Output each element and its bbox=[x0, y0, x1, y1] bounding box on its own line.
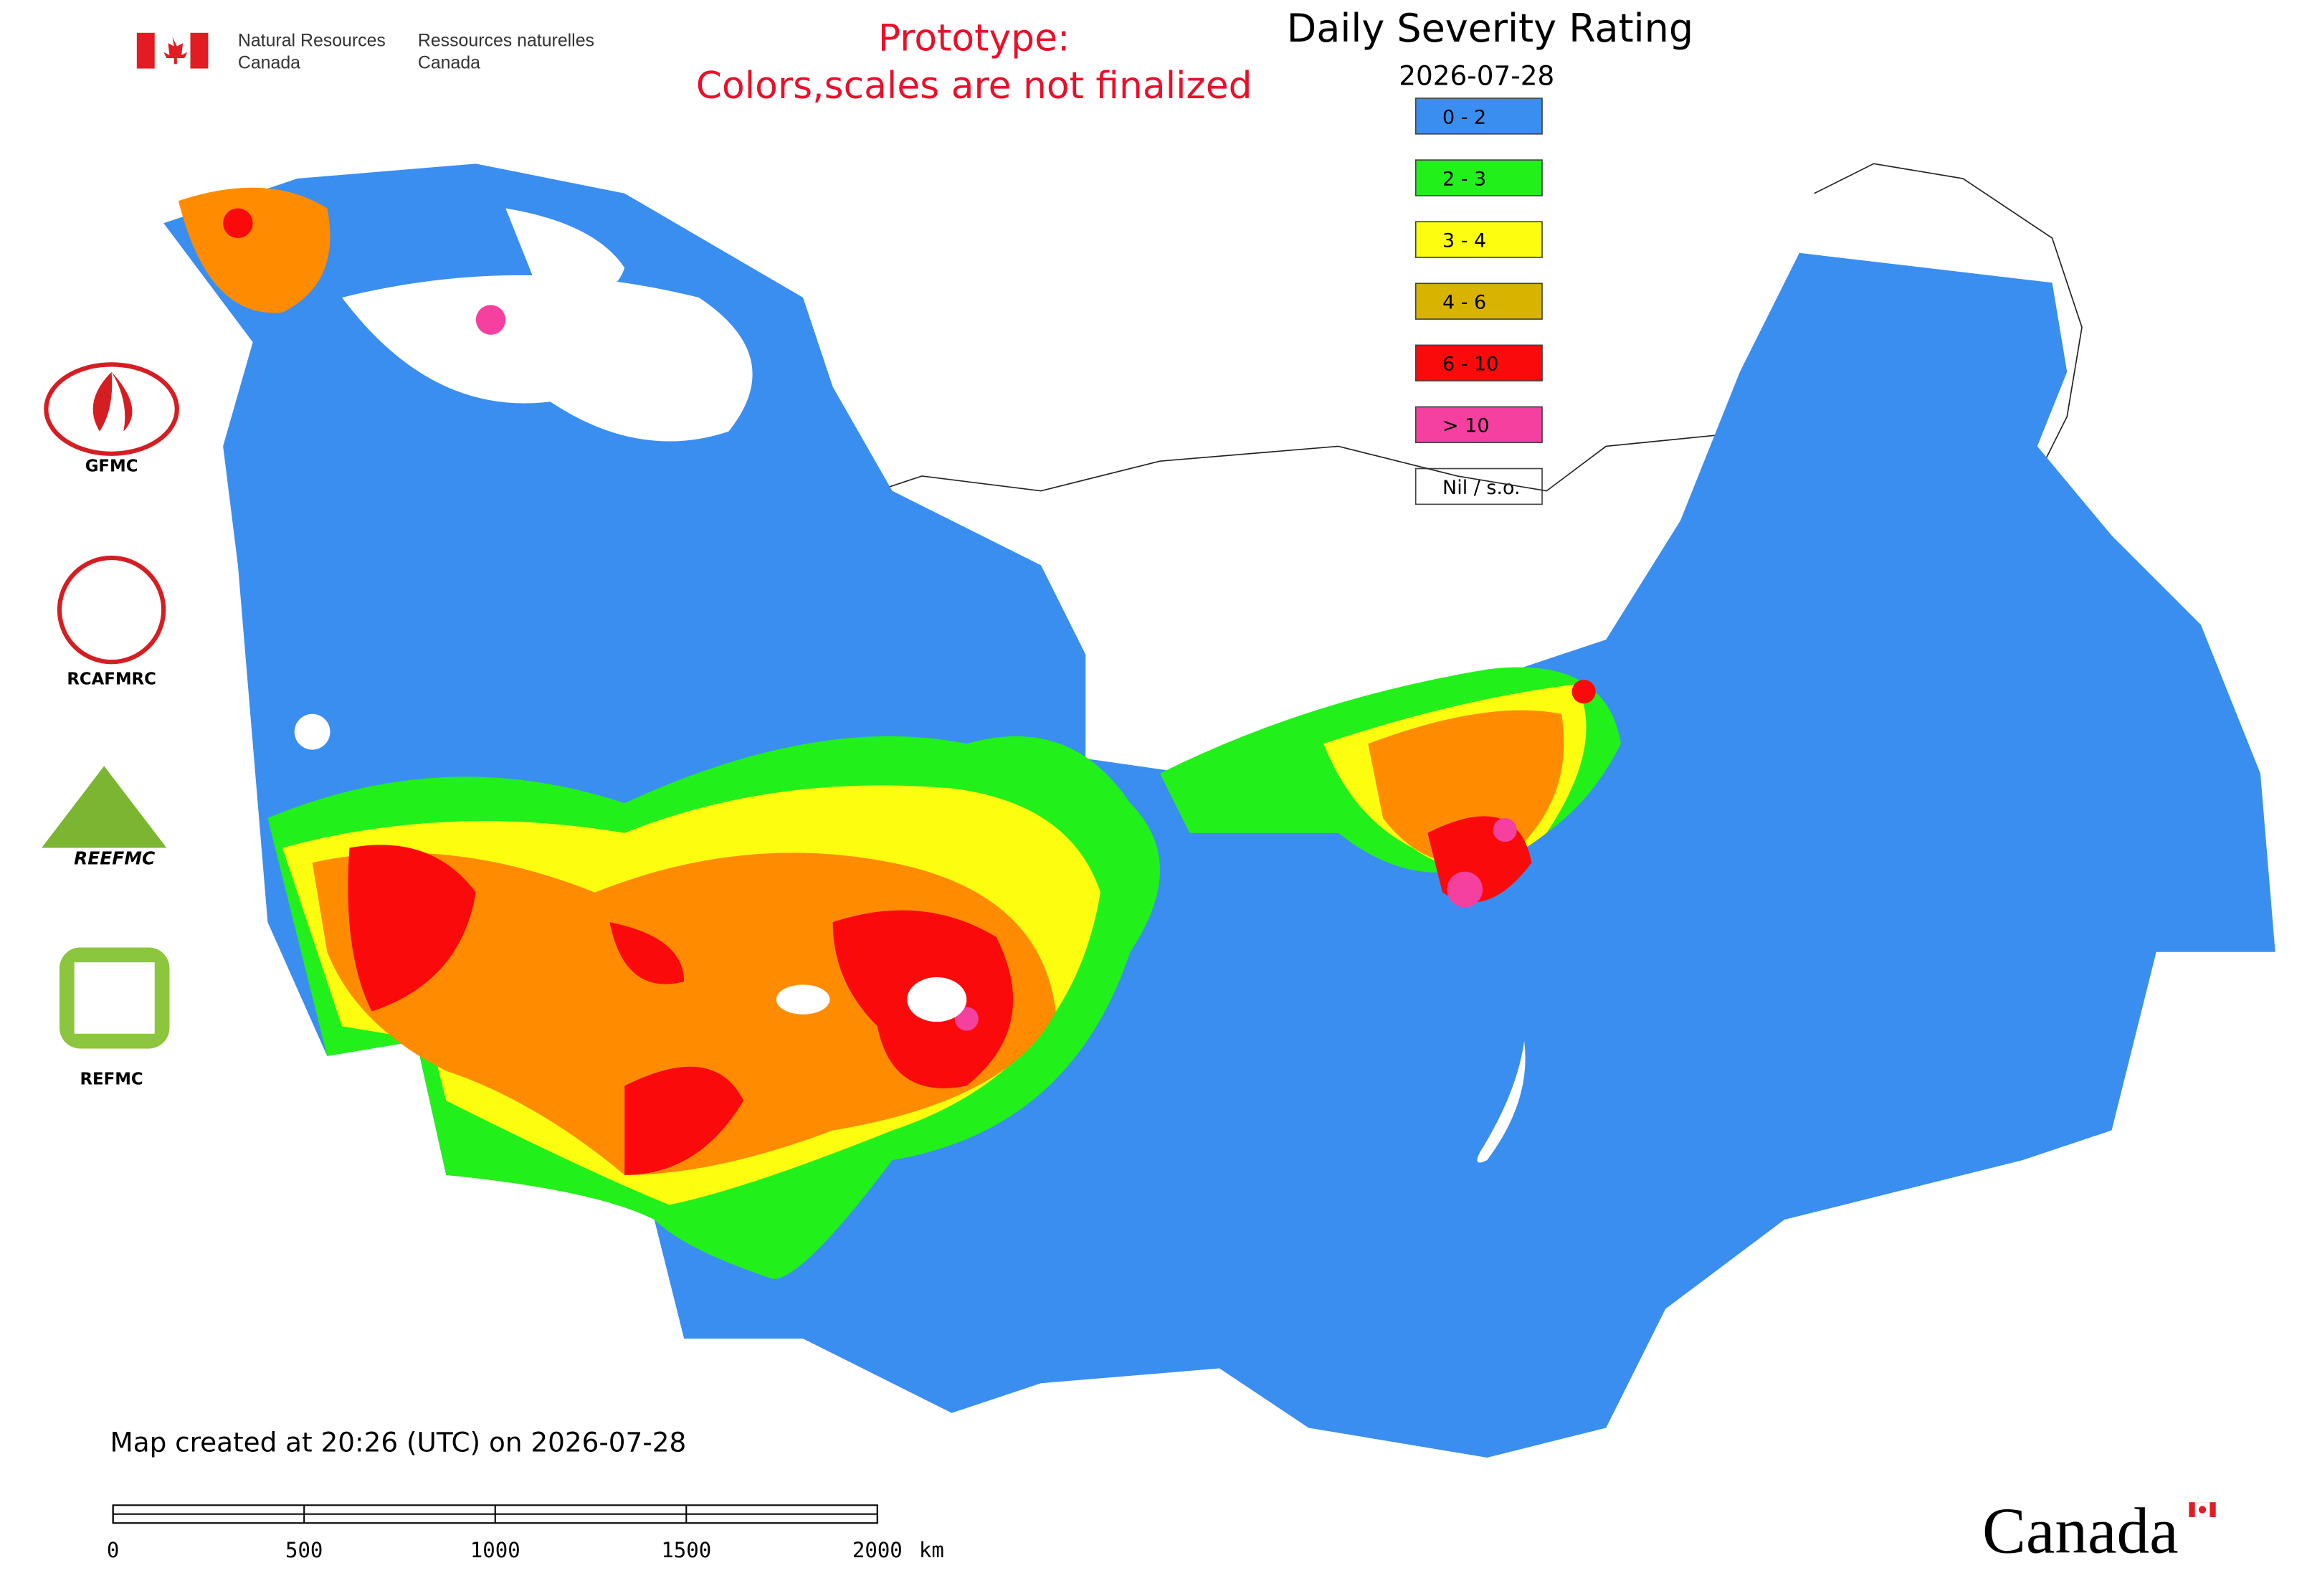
legend-swatch bbox=[1414, 159, 1543, 196]
title: Daily Severity Rating bbox=[1287, 6, 1693, 51]
scale-label: 1000 bbox=[470, 1538, 520, 1562]
legend-swatch bbox=[1414, 406, 1543, 444]
legend-swatch bbox=[1414, 344, 1543, 381]
legend-swatch bbox=[1414, 282, 1543, 320]
scale-unit: km bbox=[919, 1538, 944, 1562]
legend-swatch bbox=[1414, 221, 1543, 258]
logo-label: REFMC bbox=[80, 1070, 143, 1088]
footer: Map created at 20:26 (UTC) on 2026-07-28 bbox=[110, 1427, 686, 1458]
scale-bar: 0 500 1000 1500 2000 km bbox=[107, 1504, 944, 1562]
logo-label: RCAFMRC bbox=[67, 670, 156, 688]
legend-label: 0 - 2 bbox=[1442, 106, 1486, 128]
legend-label: 2 - 3 bbox=[1442, 168, 1486, 190]
scale-label: 1500 bbox=[661, 1538, 711, 1562]
logo-label: GFMC bbox=[85, 457, 138, 476]
agency-fr: Ressources naturelles bbox=[418, 30, 594, 50]
legend-swatch bbox=[1414, 98, 1543, 135]
logos bbox=[42, 362, 179, 1049]
legend-label: > 10 bbox=[1442, 415, 1489, 437]
agency-en: Natural Resources bbox=[238, 30, 386, 50]
legend-label: 3 - 4 bbox=[1442, 229, 1486, 252]
legend-label: 4 - 6 bbox=[1442, 292, 1486, 314]
agency-fr: Canada bbox=[418, 53, 480, 73]
wordmark: Canada bbox=[1982, 1495, 2179, 1567]
legend-label: 6 - 10 bbox=[1442, 353, 1498, 376]
notice: Colors,scales are not finalized bbox=[696, 65, 1252, 108]
flag bbox=[136, 32, 209, 69]
notice: Prototype: bbox=[878, 17, 1070, 60]
wordmark-flag bbox=[2189, 1502, 2216, 1517]
date: 2026-07-28 bbox=[1399, 60, 1554, 91]
scale-label: 500 bbox=[285, 1538, 323, 1562]
scale-label: 0 bbox=[107, 1538, 119, 1562]
agency-en: Canada bbox=[238, 53, 300, 73]
scale-label: 2000 bbox=[852, 1538, 903, 1562]
logo-label: REEFMC bbox=[74, 847, 156, 868]
map-area bbox=[163, 163, 2275, 1458]
